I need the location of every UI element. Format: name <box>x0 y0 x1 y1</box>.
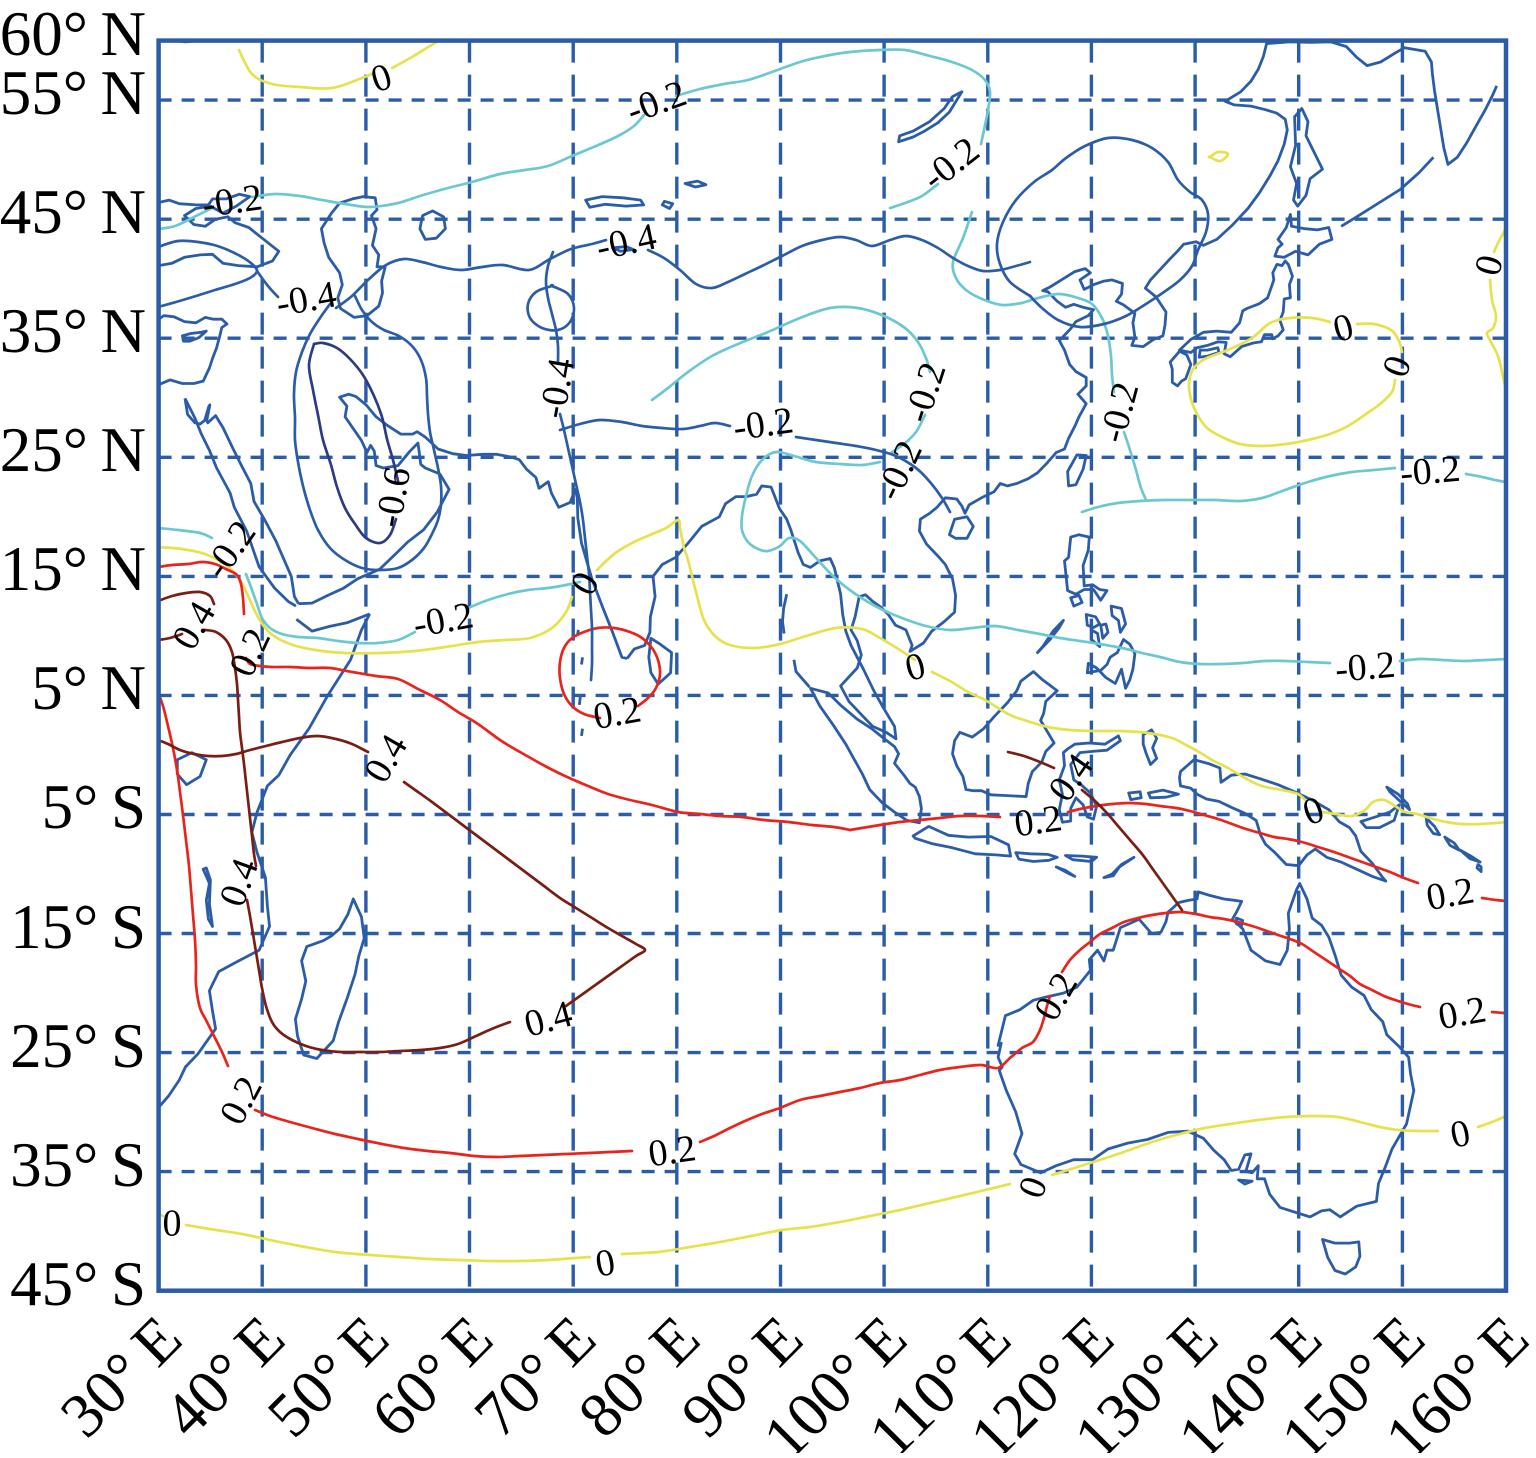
svg-text:-0.2: -0.2 <box>730 399 795 449</box>
svg-text:0.2: 0.2 <box>1423 869 1477 919</box>
svg-text:45° N: 45° N <box>0 177 146 247</box>
svg-text:60° N: 60° N <box>0 0 146 69</box>
svg-text:45° S: 45° S <box>10 1249 146 1319</box>
svg-text:5° N: 5° N <box>31 653 146 723</box>
svg-text:-0.2: -0.2 <box>410 594 477 646</box>
svg-text:0: 0 <box>163 1202 182 1244</box>
svg-text:-0.4: -0.4 <box>531 355 583 422</box>
svg-text:25° S: 25° S <box>10 1011 146 1081</box>
svg-text:0.2: 0.2 <box>646 1127 699 1175</box>
svg-text:-0.2: -0.2 <box>1398 448 1462 495</box>
svg-text:15° S: 15° S <box>10 892 146 962</box>
svg-text:35° N: 35° N <box>0 296 146 366</box>
svg-text:55° N: 55° N <box>0 58 146 128</box>
svg-text:-0.4: -0.4 <box>273 273 340 325</box>
svg-text:15° N: 15° N <box>0 534 146 604</box>
svg-text:25° N: 25° N <box>0 415 146 485</box>
svg-text:5° S: 5° S <box>42 772 146 842</box>
svg-text:-0.2: -0.2 <box>199 176 264 226</box>
svg-text:35° S: 35° S <box>10 1130 146 1200</box>
svg-text:-0.2: -0.2 <box>1333 644 1397 691</box>
svg-text:-0.6: -0.6 <box>367 464 419 531</box>
svg-text:0.2: 0.2 <box>1435 988 1489 1038</box>
svg-text:0.2: 0.2 <box>1012 797 1065 845</box>
svg-text:0.2: 0.2 <box>590 688 644 738</box>
